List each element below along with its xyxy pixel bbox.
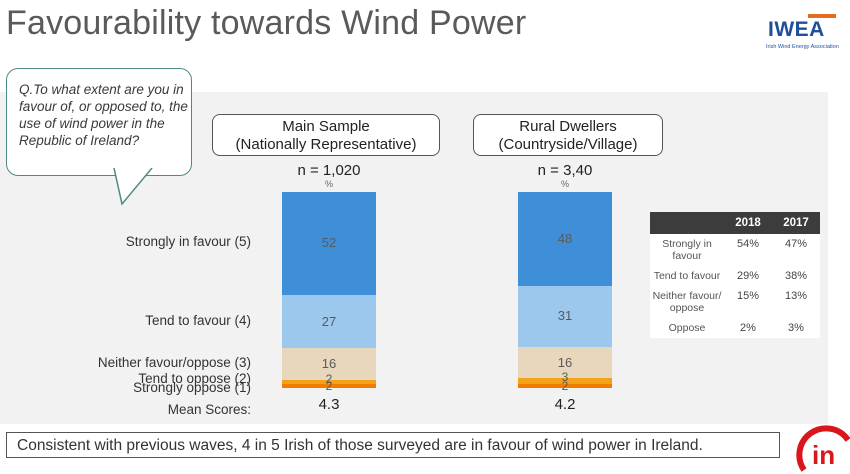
logo-text: IWEA — [768, 18, 825, 41]
row-label: Strongly in favour — [662, 238, 712, 262]
bar-segment: 52 — [282, 192, 376, 295]
question-text: Q.To what extent are you in favour of, o… — [19, 82, 188, 148]
bar-segment: 2 — [282, 372, 376, 386]
bar-value-label: 16 — [557, 354, 573, 370]
table-row: Strongly in favour 54% 47% — [650, 234, 820, 266]
cell-2018: 54% — [736, 238, 760, 250]
bar-value-label: 31 — [557, 308, 573, 324]
bar-value-label: 48 — [557, 231, 573, 247]
sample-size: n = 1,020 — [297, 162, 361, 179]
bar-segment: 16 — [518, 346, 612, 379]
bar-segment: 27 — [282, 294, 376, 349]
cell-2018: 29% — [736, 270, 760, 282]
mean-score: 4.3 — [318, 396, 340, 413]
table-row: Neither favour/ oppose 15% 13% — [650, 286, 820, 318]
bar-segment: 2 — [282, 379, 376, 393]
corner-logo-text: in — [812, 440, 835, 470]
table-row: Oppose 2% 3% — [650, 318, 820, 338]
table-header-2017: 2017 — [772, 212, 820, 234]
group-header-line2: (Countryside/Village) — [498, 136, 638, 153]
bar-segment: 16 — [282, 348, 376, 381]
table-header-blank — [650, 212, 724, 234]
table-row: Tend to favour 29% 38% — [650, 266, 820, 286]
logo-subtext: Irish Wind Energy Association — [766, 44, 839, 50]
corner-logo: in — [796, 425, 850, 472]
bar-value-label: 2 — [325, 379, 333, 394]
bar-value-label: 2 — [561, 379, 569, 394]
cell-2017: 13% — [784, 290, 808, 302]
comparison-table: 2018 2017 Strongly in favour 54% 47% Ten… — [650, 212, 820, 338]
sample-size: n = 3,40 — [537, 162, 593, 179]
table-header-2018: 2018 — [724, 212, 772, 234]
bar-value-label: 3 — [561, 370, 569, 385]
cell-2017: 3% — [788, 322, 804, 334]
bar-segment: 31 — [518, 286, 612, 347]
bar-segment: 48 — [518, 192, 612, 287]
group-header-line1: Rural Dwellers — [519, 118, 617, 135]
footer-note: Consistent with previous waves, 4 in 5 I… — [6, 432, 780, 458]
series-label: Tend to favour (4) — [145, 312, 251, 328]
bar-value-label: 2 — [325, 372, 333, 387]
series-label: Strongly in favour (5) — [125, 234, 251, 250]
group-header-line2: (Nationally Representative) — [235, 136, 417, 153]
bubble-tail — [113, 168, 153, 206]
row-label: Tend to favour — [653, 270, 721, 282]
group-header-line1: Main Sample — [282, 118, 370, 135]
bar-value-label: 52 — [321, 235, 337, 251]
mean-score: 4.2 — [554, 396, 576, 413]
cell-2018: 15% — [736, 290, 760, 302]
group-header: Main Sample (Nationally Representative) — [212, 114, 440, 156]
page-title: Favourability towards Wind Power — [6, 4, 527, 42]
series-label: Neither favour/oppose (3) — [97, 355, 251, 371]
percent-unit: % — [560, 179, 569, 189]
group-header: Rural Dwellers (Countryside/Village) — [473, 114, 663, 156]
bar-segment: 2 — [518, 379, 612, 393]
iwea-logo: IWEA Irish Wind Energy Association — [762, 10, 842, 54]
mean-scores-label: Mean Scores: — [167, 402, 251, 417]
logo-accent-bar — [808, 14, 836, 18]
series-label: Tend to oppose (2) — [138, 371, 251, 386]
bar-segment: 3 — [518, 370, 612, 384]
percent-unit: % — [324, 179, 333, 189]
series-label: Strongly oppose (1) — [133, 380, 251, 395]
question-bubble: Q.To what extent are you in favour of, o… — [6, 68, 192, 176]
cell-2017: 38% — [784, 270, 808, 282]
row-label: Neither favour/ oppose — [652, 290, 722, 314]
cell-2017: 47% — [784, 238, 808, 250]
cell-2018: 2% — [740, 322, 756, 334]
bar-value-label: 27 — [321, 313, 337, 329]
table-header-row: 2018 2017 — [650, 212, 820, 234]
row-label: Oppose — [668, 322, 706, 334]
bar-value-label: 16 — [321, 356, 337, 372]
